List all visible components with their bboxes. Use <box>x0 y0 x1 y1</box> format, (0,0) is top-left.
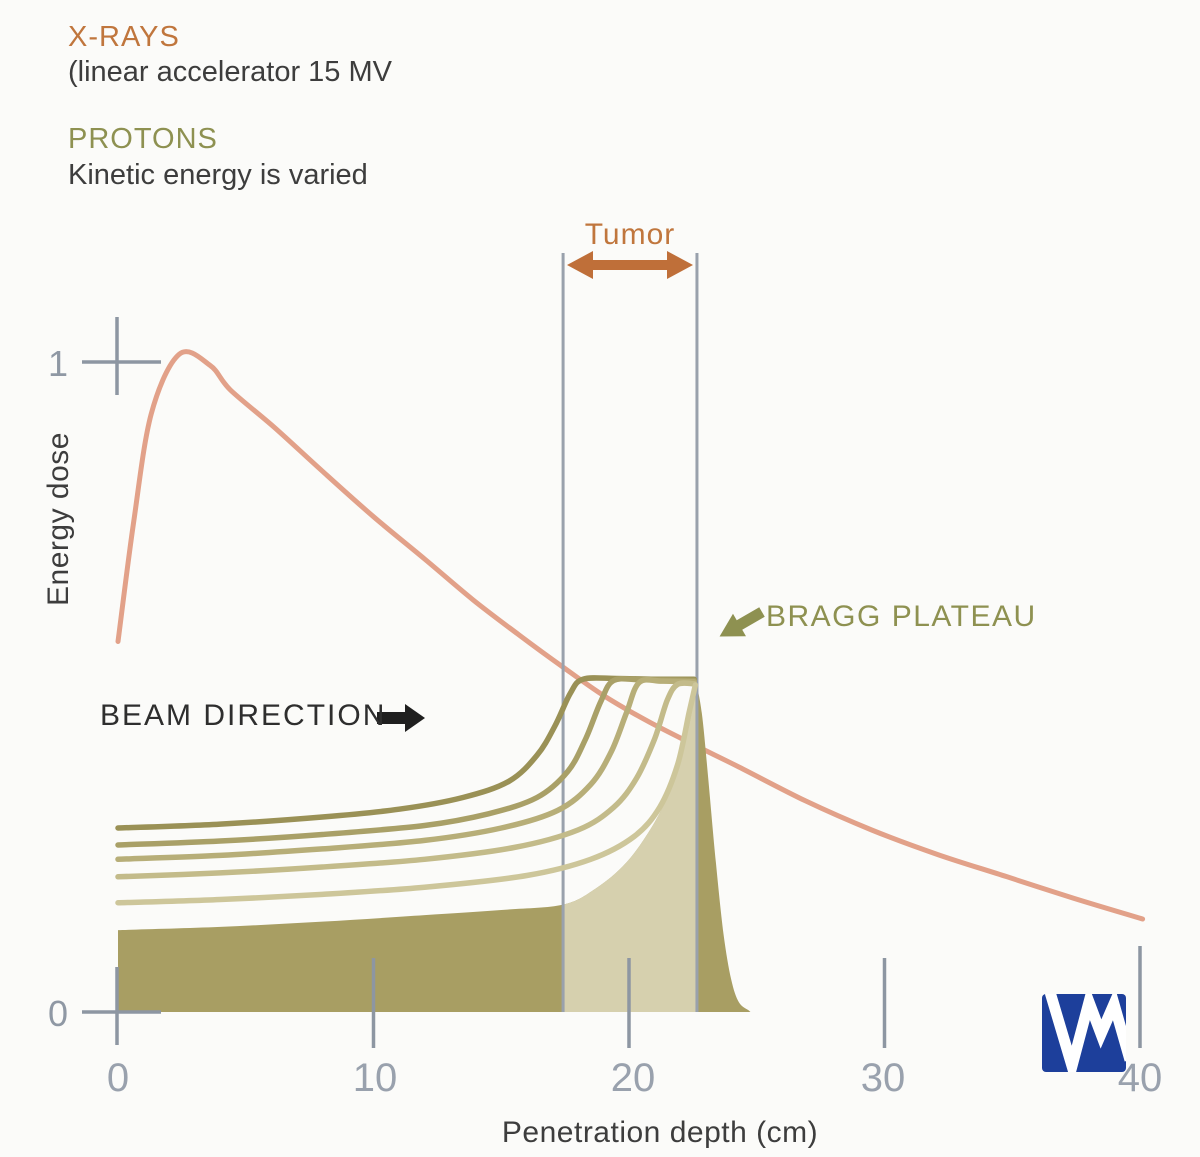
proton-curve-4 <box>115 680 697 880</box>
xray-legend-title: X-RAYS <box>68 21 180 53</box>
x-tick-label-10: 10 <box>352 1056 398 1100</box>
bragg-plateau-label: BRAGG PLATEAU <box>766 600 1037 633</box>
beam-direction-label: BEAM DIRECTION <box>100 699 387 732</box>
x-tick-label-40: 40 <box>1117 1056 1163 1100</box>
xray-legend-subtitle: (linear accelerator 15 MV <box>68 56 392 88</box>
y-tick-label-1: 1 <box>47 343 68 384</box>
xray-curve <box>115 349 1146 922</box>
sobp-fill-tumor-band <box>563 681 696 1012</box>
tumor-arrow-head-right <box>667 251 693 279</box>
proton-curve-3 <box>115 676 697 863</box>
mountain-logo <box>1042 994 1126 1072</box>
beam-direction-arrow-shaft <box>377 712 406 724</box>
y-axis-title: Energy dose <box>42 432 75 606</box>
x-tick-label-20: 20 <box>610 1056 656 1100</box>
beam-direction-arrow-icon <box>405 704 425 732</box>
x-axis-title: Penetration depth (cm) <box>501 1116 819 1149</box>
proton-legend-title: PROTONS <box>68 123 218 155</box>
proton-curve-2 <box>115 675 697 848</box>
tumor-label: Tumor <box>584 218 676 251</box>
x-tick-label-30: 30 <box>860 1056 906 1100</box>
bragg-plateau-arrow-icon <box>719 607 765 637</box>
proton-curve-5 <box>115 682 699 906</box>
proton-legend-subtitle: Kinetic energy is varied <box>68 159 368 191</box>
x-tick-label-0: 0 <box>106 1056 130 1100</box>
y-tick-label-0: 0 <box>47 993 68 1034</box>
tumor-arrow-head-left <box>567 251 593 279</box>
